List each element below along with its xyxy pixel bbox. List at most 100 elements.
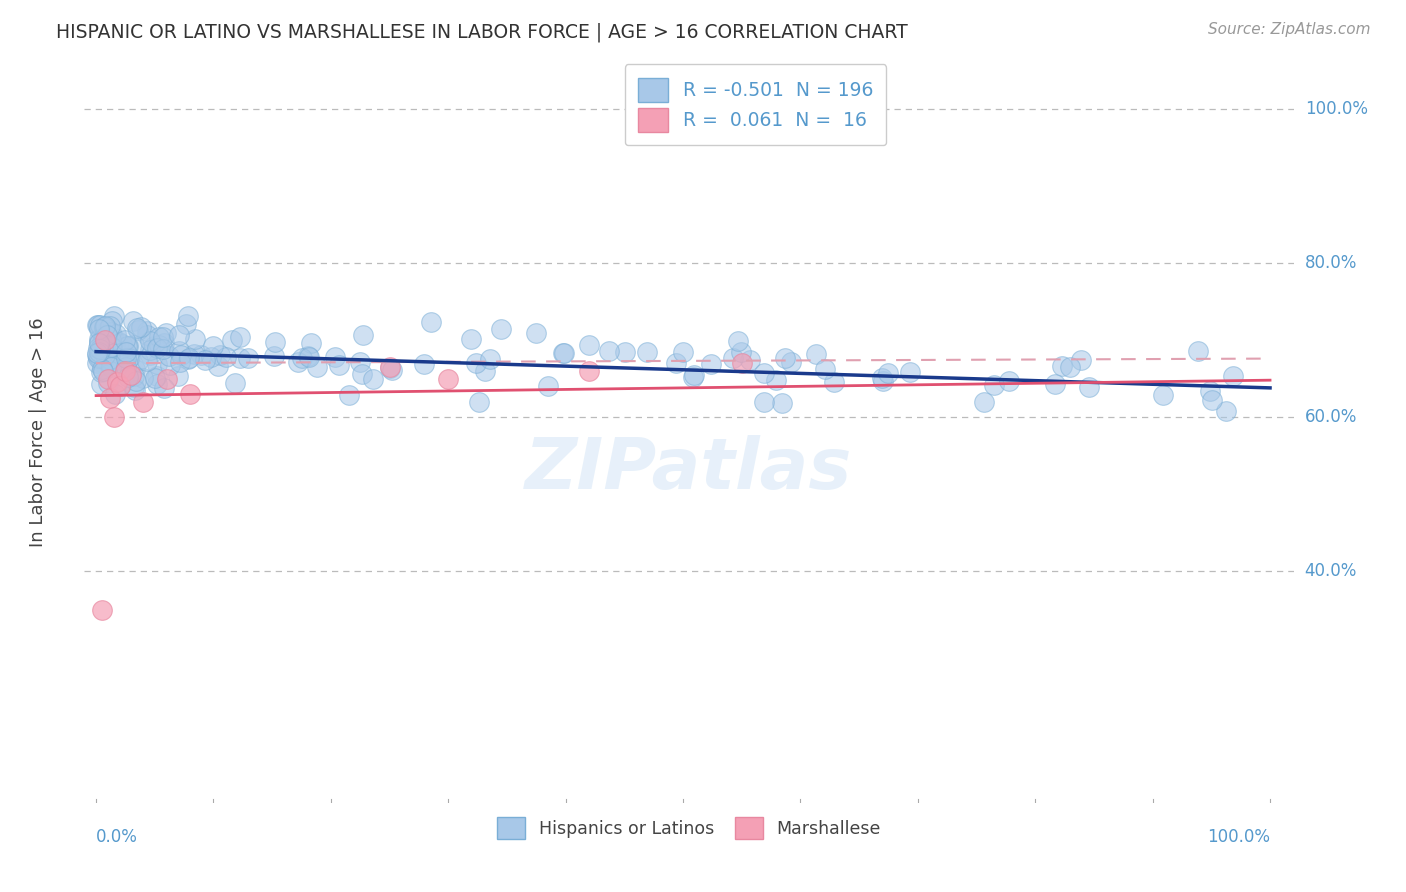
Point bbox=[1152, 388, 1174, 402]
Point bbox=[86, 318, 108, 333]
Point bbox=[804, 347, 827, 361]
Point bbox=[104, 387, 127, 401]
Point bbox=[152, 342, 174, 356]
Text: ZIPatlas: ZIPatlas bbox=[526, 435, 852, 504]
Point bbox=[122, 314, 145, 328]
Point bbox=[177, 309, 200, 323]
Point bbox=[381, 363, 404, 377]
Point bbox=[100, 340, 122, 354]
Point bbox=[478, 352, 501, 367]
Point bbox=[127, 323, 149, 337]
Point bbox=[93, 330, 115, 344]
Point bbox=[328, 358, 350, 372]
Point bbox=[112, 353, 135, 368]
Point bbox=[998, 374, 1021, 388]
Text: 60.0%: 60.0% bbox=[1305, 409, 1357, 426]
Text: In Labor Force | Age > 16: In Labor Force | Age > 16 bbox=[30, 318, 48, 548]
Point bbox=[93, 343, 115, 358]
Point bbox=[169, 355, 191, 369]
Point bbox=[1215, 404, 1237, 418]
Point bbox=[93, 319, 115, 334]
Point bbox=[814, 361, 837, 376]
Point bbox=[139, 349, 162, 363]
Point bbox=[132, 370, 155, 384]
Point bbox=[153, 381, 176, 395]
Point bbox=[765, 373, 787, 387]
Point bbox=[665, 356, 688, 370]
Text: 80.0%: 80.0% bbox=[1305, 254, 1357, 272]
Point bbox=[614, 344, 637, 359]
Point bbox=[90, 376, 112, 391]
Point bbox=[699, 357, 721, 371]
Point bbox=[132, 394, 155, 409]
Point bbox=[1222, 368, 1244, 383]
Point bbox=[100, 325, 122, 339]
Point bbox=[872, 374, 894, 388]
Point bbox=[104, 344, 127, 359]
Point bbox=[91, 340, 114, 354]
Point bbox=[108, 379, 131, 393]
Point bbox=[122, 338, 145, 352]
Point bbox=[114, 359, 136, 374]
Point bbox=[117, 370, 139, 384]
Point bbox=[87, 336, 110, 351]
Point bbox=[111, 337, 134, 351]
Point bbox=[153, 336, 176, 351]
Point bbox=[598, 343, 620, 358]
Point bbox=[1077, 380, 1099, 394]
Point bbox=[752, 366, 775, 380]
Point bbox=[730, 345, 752, 359]
Point bbox=[90, 365, 112, 379]
Point bbox=[337, 388, 360, 402]
Point bbox=[139, 334, 162, 348]
Point bbox=[108, 358, 131, 372]
Point bbox=[94, 335, 117, 350]
Point bbox=[129, 320, 152, 334]
Point bbox=[86, 351, 108, 365]
Point bbox=[101, 329, 124, 343]
Point bbox=[122, 369, 145, 384]
Point bbox=[437, 371, 460, 385]
Point bbox=[202, 339, 225, 353]
Point bbox=[323, 350, 346, 364]
Point bbox=[215, 351, 238, 365]
Point bbox=[208, 347, 231, 361]
Point bbox=[537, 379, 560, 393]
Point bbox=[775, 351, 797, 365]
Point bbox=[135, 353, 157, 368]
Text: 0.0%: 0.0% bbox=[96, 828, 138, 846]
Point bbox=[155, 371, 177, 385]
Point bbox=[114, 364, 136, 378]
Point bbox=[179, 387, 201, 401]
Point bbox=[228, 329, 250, 343]
Point bbox=[738, 353, 761, 368]
Point bbox=[224, 376, 246, 390]
Point bbox=[183, 332, 205, 346]
Point bbox=[125, 374, 148, 388]
Point bbox=[287, 355, 309, 369]
Point bbox=[98, 353, 121, 368]
Point bbox=[152, 330, 174, 344]
Point bbox=[86, 348, 108, 362]
Point bbox=[114, 333, 136, 347]
Text: 100.0%: 100.0% bbox=[1305, 100, 1368, 118]
Point bbox=[101, 313, 124, 327]
Point bbox=[731, 356, 754, 370]
Point bbox=[1187, 343, 1209, 358]
Point bbox=[263, 349, 285, 363]
Point bbox=[91, 603, 114, 617]
Point bbox=[159, 359, 181, 373]
Point bbox=[752, 394, 775, 409]
Point bbox=[824, 376, 846, 390]
Point bbox=[98, 391, 121, 405]
Point bbox=[97, 376, 120, 390]
Point bbox=[97, 371, 120, 385]
Point bbox=[98, 356, 121, 370]
Point bbox=[100, 342, 122, 356]
Point bbox=[91, 335, 114, 350]
Point bbox=[143, 339, 166, 353]
Point bbox=[207, 359, 229, 373]
Text: 40.0%: 40.0% bbox=[1305, 563, 1357, 581]
Point bbox=[983, 377, 1005, 392]
Point bbox=[94, 333, 117, 347]
